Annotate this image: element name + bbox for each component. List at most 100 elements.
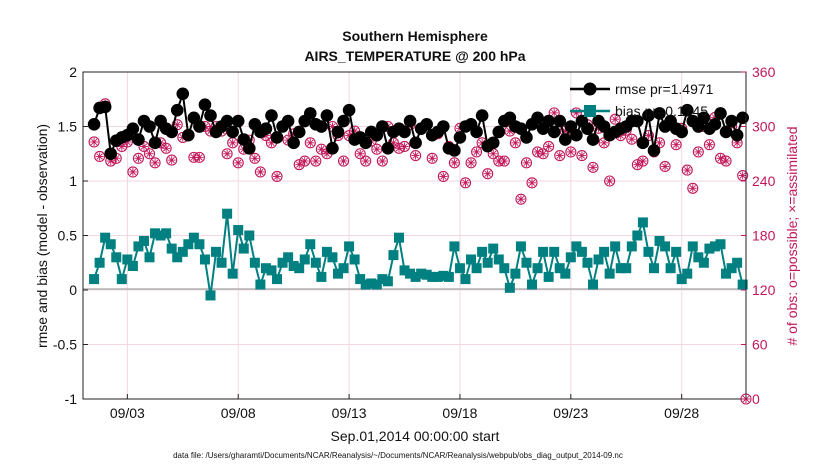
obs-assimilated-star	[528, 179, 536, 186]
bias-marker	[538, 246, 549, 257]
obs-assimilated-star	[490, 150, 497, 157]
bias-marker	[266, 265, 277, 276]
rmse-marker	[647, 144, 661, 157]
bias-marker	[333, 268, 343, 279]
obs-point	[448, 157, 460, 169]
footer-data-file: data file: /Users/gharamti/Documents/NCA…	[173, 451, 623, 460]
obs-assimilated-star	[113, 155, 120, 162]
bias-marker	[100, 232, 111, 243]
bias-marker	[377, 274, 388, 285]
bias-marker	[144, 252, 155, 263]
obs-point	[609, 113, 621, 125]
obs-possible-circle	[537, 148, 549, 160]
left-y-axis-label: rmse and bias (model - observation)	[34, 124, 50, 348]
rmse-marker	[143, 120, 156, 133]
rmse-marker	[558, 133, 572, 146]
right-tick-label: 180	[752, 228, 776, 244]
obs-point	[437, 170, 449, 183]
bias-marker	[211, 246, 222, 257]
obs-point	[221, 148, 233, 160]
rmse-marker	[87, 118, 101, 131]
obs-assimilated-star	[578, 152, 586, 159]
obs-point	[310, 155, 322, 167]
bias-marker	[571, 241, 582, 252]
obs-possible-circle	[609, 113, 621, 125]
bias-marker	[233, 225, 244, 236]
obs-possible-circle	[570, 107, 582, 119]
obs-possible-circle	[498, 155, 510, 167]
obs-point	[515, 193, 527, 205]
right-y-ticks: 0 60 120 180 240 300 360	[741, 64, 776, 407]
left-tick-label: 1.5	[58, 119, 78, 135]
obs-possible-circle	[193, 151, 205, 163]
rmse-marker	[398, 125, 411, 139]
obs-possible-circle	[426, 152, 438, 164]
rmse-marker	[636, 136, 650, 150]
rmse-marker	[315, 120, 328, 133]
legend-bias-label: bias pr=0.1745	[615, 103, 708, 119]
bias-marker	[626, 241, 637, 252]
bias-marker	[122, 254, 133, 265]
bias-marker	[593, 254, 604, 265]
obs-possible-circle	[354, 148, 366, 160]
obs-possible-circle	[94, 150, 106, 163]
legend: rmse pr=1.4971 bias pr=0.1745	[570, 81, 714, 119]
bias-marker	[599, 246, 610, 257]
rmse-marker	[126, 122, 140, 135]
obs-assimilated-star	[462, 179, 469, 186]
bias-marker	[410, 271, 421, 282]
bias-marker	[405, 268, 416, 279]
obs-assimilated-star	[467, 159, 475, 166]
obs-assimilated-star	[589, 164, 597, 171]
obs-point	[88, 136, 100, 148]
obs-possible-circle	[587, 161, 599, 173]
obs-possible-circle	[459, 177, 472, 189]
obs-possible-circle	[221, 148, 233, 160]
rmse-marker	[553, 114, 567, 128]
bias-marker	[338, 263, 349, 274]
bias-marker	[682, 268, 693, 279]
rmse-marker	[342, 103, 356, 117]
obs-point	[703, 139, 715, 151]
rmse-marker	[581, 122, 594, 135]
rmse-marker	[182, 128, 195, 142]
bias-marker	[388, 250, 399, 261]
obs-possible-circle	[304, 137, 316, 149]
obs-possible-circle	[376, 155, 388, 167]
obs-assimilated-star	[401, 143, 408, 150]
obs-assimilated-star	[612, 116, 619, 123]
bias-marker	[504, 282, 515, 293]
obs-possible-circle	[471, 146, 483, 158]
x-tick-label: 09/13	[332, 405, 367, 421]
bias-marker	[615, 263, 626, 274]
obs-point	[293, 159, 305, 171]
obs-assimilated-star	[689, 185, 696, 192]
rmse-marker	[697, 111, 711, 125]
bias-marker	[382, 276, 393, 287]
bias-marker	[671, 246, 682, 257]
obs-assimilated-star	[229, 139, 236, 146]
obs-point	[576, 150, 588, 162]
legend-rmse-marker	[583, 82, 597, 96]
obs-assimilated-star	[545, 143, 552, 150]
bias-marker	[255, 279, 266, 290]
rmse-marker	[259, 122, 273, 135]
obs-assimilated-star	[379, 157, 386, 165]
rmse-marker	[132, 133, 145, 146]
bias-marker	[648, 263, 659, 274]
obs-possible-circle	[576, 150, 588, 162]
obs-possible-circle	[337, 155, 350, 167]
obs-point	[227, 137, 239, 149]
obs-point	[681, 164, 693, 176]
obs-possible-circle	[293, 159, 305, 171]
obs-point	[714, 152, 727, 164]
right-tick-label: 120	[752, 282, 776, 298]
obs-point	[193, 151, 205, 163]
left-tick-label: 2	[69, 64, 77, 80]
bias-marker	[693, 252, 704, 263]
left-y-ticks: -1 -0.5 0 0.5 1 1.5 2	[53, 64, 88, 407]
obs-point	[720, 155, 732, 167]
rmse-marker	[653, 107, 666, 120]
bias-marker	[482, 257, 493, 268]
